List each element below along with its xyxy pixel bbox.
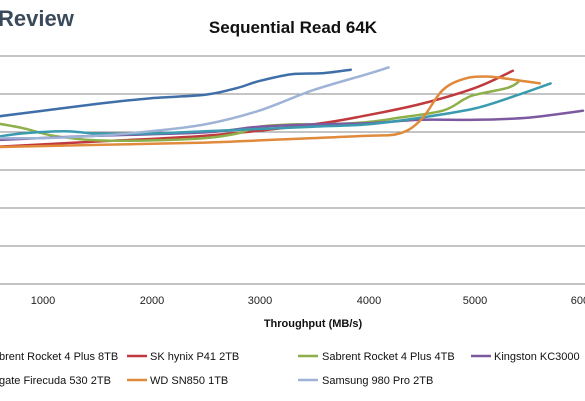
- legend-item-kingston-kc3000: Kingston KC3000: [471, 351, 580, 363]
- legend-label: SK hynix P41 2TB: [150, 351, 239, 363]
- gridlines: [0, 55, 585, 285]
- legend-item-sk-hynix-p41-2tb: SK hynix P41 2TB: [127, 351, 239, 363]
- series-line-samsung-980-pro-2tb: [0, 66, 390, 140]
- legend-item-sabrent-rocket-4-plus-8tb: brent Rocket 4 Plus 8TB: [0, 351, 118, 363]
- series-line-sabrent-rocket-4-plus-8tb: [0, 68, 353, 118]
- site-logo-text: Review: [0, 6, 75, 31]
- series-layer: [0, 66, 585, 149]
- legend-item-sabrent-rocket-4-plus-4tb: Sabrent Rocket 4 Plus 4TB: [298, 351, 455, 363]
- series-line-seagate-firecuda-530-2tb: [0, 82, 552, 138]
- legend-label: gate Firecuda 530 2TB: [0, 375, 111, 387]
- legend-label: brent Rocket 4 Plus 8TB: [0, 351, 118, 363]
- x-tick-label: 4000: [357, 295, 381, 307]
- x-tick-label: 6000: [571, 295, 585, 307]
- legend-item-samsung-980-pro-2tb: Samsung 980 Pro 2TB: [298, 375, 433, 387]
- legend-label: Kingston KC3000: [494, 351, 580, 363]
- legend-label: Sabrent Rocket 4 Plus 4TB: [322, 351, 455, 363]
- x-tick-label: 3000: [248, 295, 272, 307]
- x-tick-label: 2000: [140, 295, 164, 307]
- x-axis-ticks: 1000 2000 3000 4000 5000 6000: [31, 295, 585, 307]
- x-axis-label: Throughput (MB/s): [264, 318, 363, 330]
- legend-item-seagate-firecuda-530-2tb: gate Firecuda 530 2TB: [0, 375, 111, 387]
- legend: brent Rocket 4 Plus 8TB SK hynix P41 2TB…: [0, 351, 580, 387]
- legend-item-wd-sn850-1tb: WD SN850 1TB: [127, 375, 228, 387]
- legend-label: Samsung 980 Pro 2TB: [322, 375, 433, 387]
- legend-label: WD SN850 1TB: [150, 375, 228, 387]
- x-tick-label: 1000: [31, 295, 55, 307]
- x-tick-label: 5000: [463, 295, 487, 307]
- chart-title: Sequential Read 64K: [209, 18, 378, 37]
- series-line-wd-sn850-1tb: [0, 75, 542, 149]
